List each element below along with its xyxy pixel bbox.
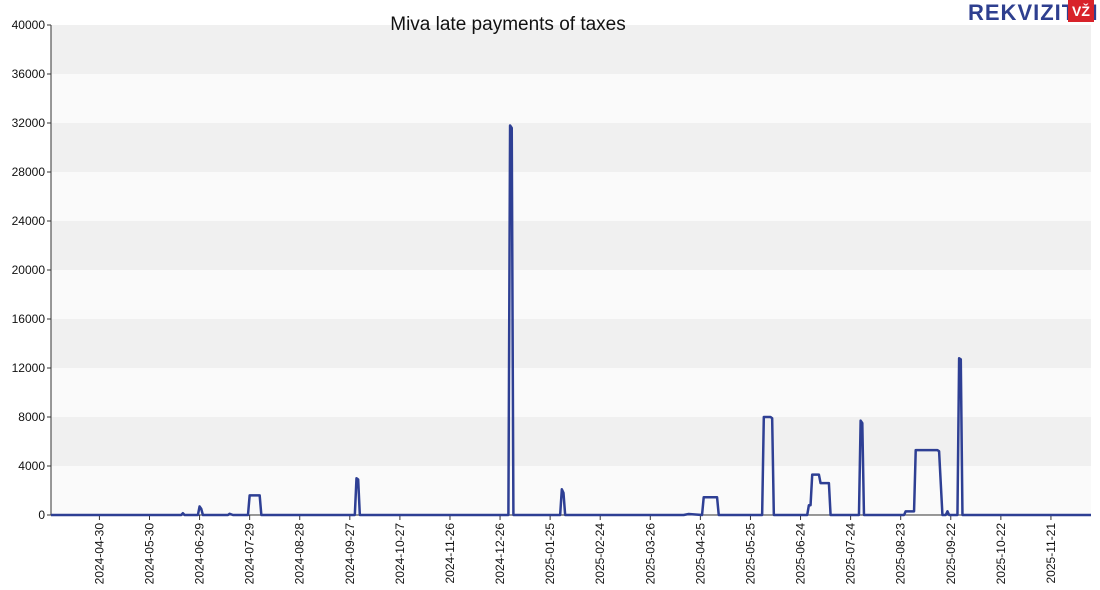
x-tick-label: 2024-06-29 (193, 523, 207, 585)
y-tick-label: 28000 (12, 165, 46, 179)
x-tick-label: 2025-08-23 (894, 523, 908, 585)
x-tick-label: 2025-09-22 (944, 523, 958, 585)
x-tick-label: 2024-08-28 (293, 523, 307, 585)
x-tick-label: 2024-10-27 (393, 523, 407, 585)
x-tick-label: 2024-12-26 (493, 523, 507, 585)
grid-band (51, 466, 1091, 515)
x-tick-label: 2025-07-24 (844, 523, 858, 585)
x-axis: 2024-04-30 2024-05-30 2024-06-29 2024-07-29… (51, 514, 1091, 585)
grid-band (51, 123, 1091, 172)
y-tick-label: 12000 (12, 361, 46, 375)
grid-band (51, 417, 1091, 466)
y-tick-label: 0 (38, 508, 45, 522)
x-tick-label: 2024-11-26 (443, 523, 457, 584)
x-tick-label: 2025-03-26 (643, 523, 657, 585)
y-tick-label: 32000 (12, 116, 46, 130)
x-tick-label: 2025-01-25 (543, 523, 557, 585)
grid-band (51, 172, 1091, 221)
logo-badge-text: VŽ (1072, 2, 1090, 19)
x-tick-label: 2025-10-22 (994, 523, 1008, 585)
y-tick-label: 4000 (18, 459, 45, 473)
logo: REKVIZITAI VŽ (968, 0, 1098, 25)
y-axis: 0 4000 8000 12000 16000 20000 24000 28000 32000 3… (12, 18, 52, 522)
x-tick-label: 2025-04-25 (693, 523, 707, 585)
x-tick-label: 2024-07-29 (243, 523, 257, 585)
x-tick-label: 2025-06-24 (794, 523, 808, 585)
grid-band (51, 368, 1091, 417)
grid-band (51, 221, 1091, 270)
x-tick-label: 2025-02-24 (593, 523, 607, 585)
y-tick-label: 24000 (12, 214, 46, 228)
x-tick-label: 2024-09-27 (343, 523, 357, 585)
x-tick-label: 2025-11-21 (1044, 523, 1058, 584)
grid-bands (51, 25, 1091, 515)
y-tick-label: 40000 (12, 18, 46, 32)
grid-band (51, 25, 1091, 74)
grid-band (51, 74, 1091, 123)
series-line (51, 124, 1091, 517)
chart-title: Miva late payments of taxes (390, 14, 626, 35)
logo-badge (1068, 0, 1094, 22)
x-tick-label: 2024-04-30 (92, 523, 106, 585)
x-tick-label: 2024-05-30 (142, 523, 156, 585)
x-tick-label: 2025-05-25 (743, 523, 757, 585)
grid-band (51, 319, 1091, 368)
y-tick-label: 16000 (12, 312, 46, 326)
grid-band (51, 270, 1091, 319)
y-tick-label: 8000 (18, 410, 45, 424)
y-tick-label: 36000 (12, 67, 46, 81)
y-tick-label: 20000 (12, 263, 46, 277)
